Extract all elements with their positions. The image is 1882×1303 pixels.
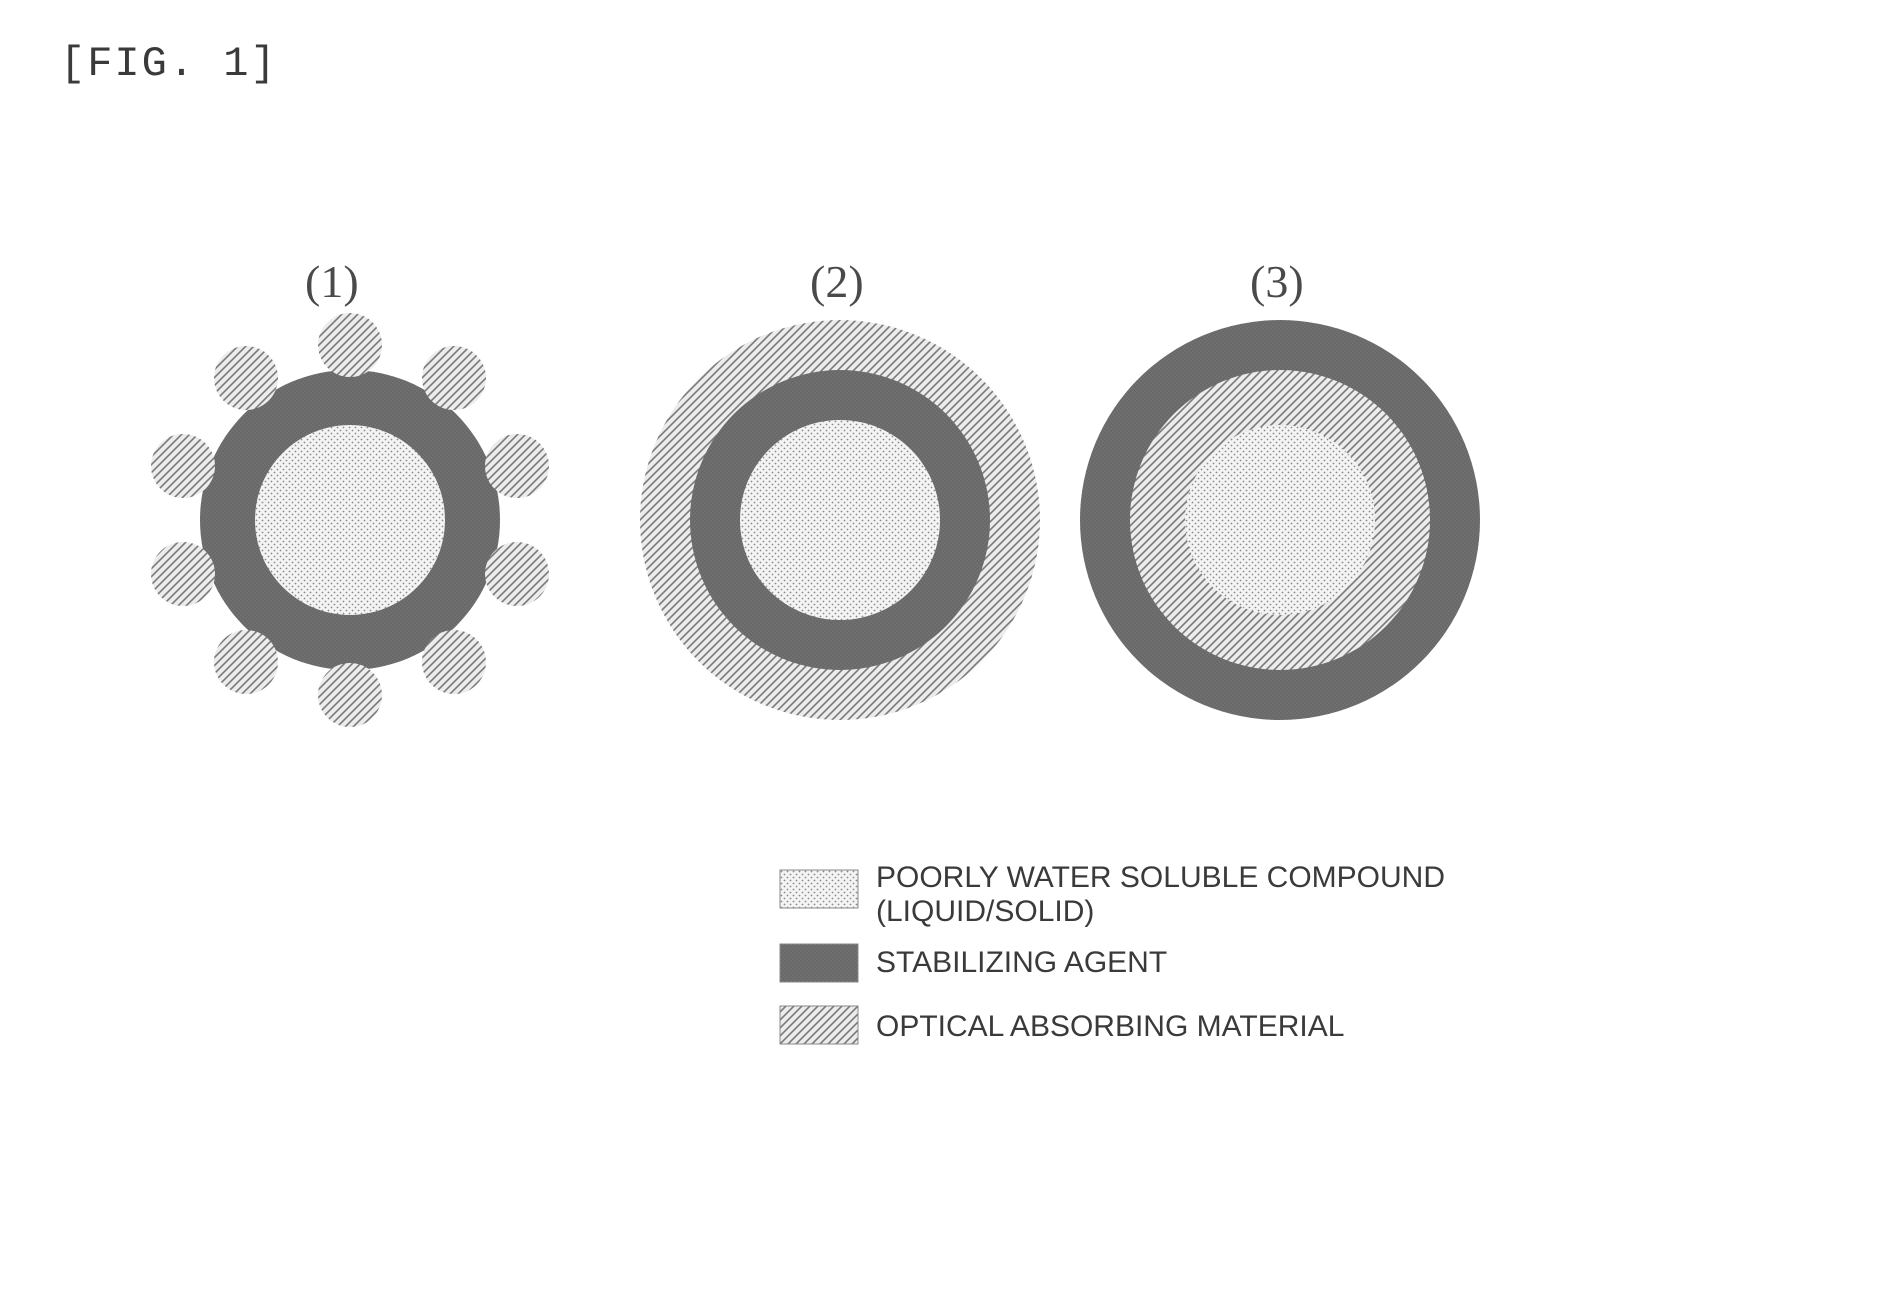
- diagram-2: [640, 320, 1040, 720]
- diagram-1: [151, 313, 549, 727]
- legend: POORLY WATER SOLUBLE COMPOUND (LIQUID/SO…: [876, 866, 1445, 1066]
- legend-poorly-text: POORLY WATER SOLUBLE COMPOUND (LIQUID/SO…: [876, 861, 1445, 930]
- diagrams-svg: [0, 0, 1882, 1303]
- legend-swatches: [780, 870, 858, 1044]
- legend-stabilizing-text: STABILIZING AGENT: [876, 946, 1167, 981]
- legend-optical-text: OPTICAL ABSORBING MATERIAL: [876, 1010, 1344, 1045]
- diagram-3: [1080, 320, 1480, 720]
